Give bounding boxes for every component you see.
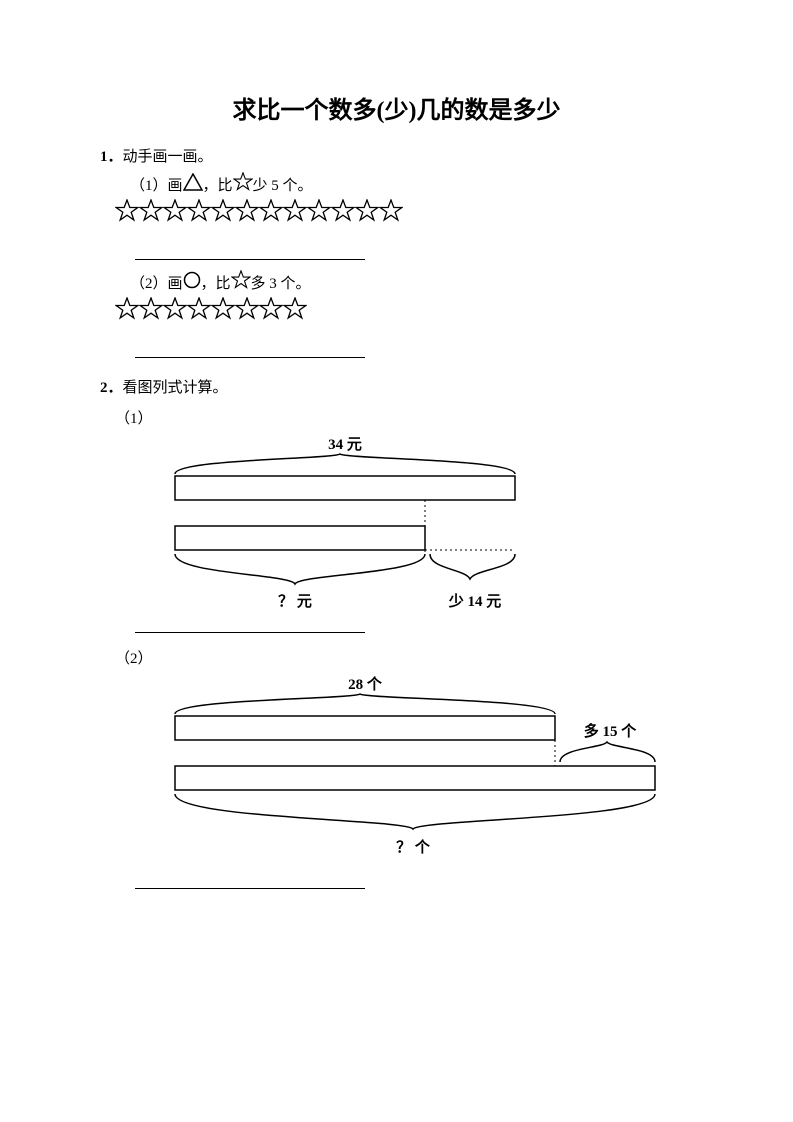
star-icon: [355, 199, 379, 228]
triangle-icon: [183, 173, 203, 196]
star-icon: [379, 199, 403, 228]
star-icon: [231, 270, 251, 295]
star-icon: [235, 199, 259, 228]
star-icon: [115, 199, 139, 228]
q1-p1-answer-line: [135, 258, 365, 260]
q1-p2-stars: [115, 297, 713, 326]
q1-p2-answer-line: [135, 356, 365, 358]
q2-p1-diff-label: 少 14 元: [448, 592, 502, 610]
q1-p1-line: （1）画 ，比 少 5 个。: [130, 172, 713, 197]
star-icon: [211, 297, 235, 326]
star-icon: [233, 172, 253, 197]
q1-p1-label: （1）画: [130, 174, 183, 195]
q2-p1-answer-line: [135, 631, 365, 633]
q1-p1-tail: 少 5 个。: [253, 174, 313, 195]
q2-p2-diff-label: 多 15 个: [584, 722, 638, 740]
q2-p2-label: （2）: [115, 647, 713, 668]
star-icon: [187, 199, 211, 228]
circle-icon: [183, 271, 201, 294]
q2-p1-q-label: ？ 元: [278, 593, 312, 610]
q2-p2-diagram: 28 个 多 15 个 ？ 个: [135, 674, 713, 869]
q2-p1-label: （1）: [115, 407, 713, 428]
q1-p2-line: （2）画 ，比 多 3 个。: [130, 270, 713, 295]
q2-number: 2．: [100, 380, 123, 396]
star-icon: [331, 199, 355, 228]
star-icon: [115, 297, 139, 326]
q1-heading: 1．动手画一画。: [100, 145, 713, 166]
q1-p1-stars: [115, 199, 713, 228]
star-icon: [187, 297, 211, 326]
star-icon: [283, 297, 307, 326]
q1-p2-label: （2）画: [130, 272, 183, 293]
page-title: 求比一个数多(少)几的数是多少: [80, 90, 713, 125]
q1-p2-tail: 多 3 个。: [251, 272, 311, 293]
q2-p2-top-label: 28 个: [348, 675, 383, 693]
q2-text: 看图列式计算。: [123, 380, 228, 396]
star-icon: [307, 199, 331, 228]
q2-p2-answer-line: [135, 887, 365, 889]
q2-p1-diagram: 34 元 ？ 元 少 14 元: [135, 434, 713, 619]
star-icon: [163, 297, 187, 326]
star-icon: [235, 297, 259, 326]
q2-p2-q-label: ？ 个: [396, 838, 431, 856]
star-icon: [211, 199, 235, 228]
q1-number: 1．: [100, 149, 123, 165]
star-icon: [139, 297, 163, 326]
q2-p1-top-label: 34 元: [328, 436, 362, 453]
q2-heading: 2．看图列式计算。: [100, 376, 713, 397]
star-icon: [163, 199, 187, 228]
q1-text: 动手画一画。: [123, 149, 213, 165]
q1-p1-mid: ，比: [203, 174, 233, 195]
star-icon: [139, 199, 163, 228]
star-icon: [283, 199, 307, 228]
star-icon: [259, 297, 283, 326]
star-icon: [259, 199, 283, 228]
q1-p2-mid: ，比: [201, 272, 231, 293]
